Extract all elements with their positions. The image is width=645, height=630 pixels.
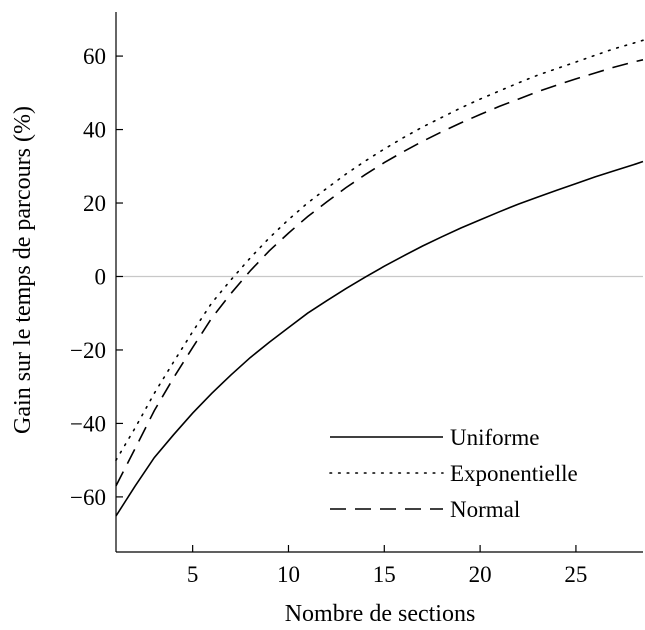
y-tick-label: 0 [95, 264, 107, 289]
x-tick-label: 25 [564, 562, 587, 587]
y-tick-label: −60 [70, 485, 106, 510]
x-tick-label: 15 [373, 562, 396, 587]
y-axis-title: Gain sur le temps de parcours (%) [10, 106, 36, 434]
x-axis-title: Nombre de sections [285, 601, 476, 627]
x-tick-label: 20 [469, 562, 492, 587]
legend-label-normal: Normal [450, 497, 520, 522]
axes: 5 10 15 20 25 −60 −40 −20 0 20 40 60 [70, 12, 643, 587]
series-line-normal [115, 59, 644, 487]
series-line-exponentielle [115, 39, 644, 462]
y-tick-label: 20 [83, 191, 106, 216]
legend: Uniforme Exponentielle Normal [329, 425, 578, 522]
y-tick-label: 40 [83, 118, 106, 143]
x-tick-label: 5 [187, 562, 199, 587]
y-tick-label: −20 [70, 338, 106, 363]
x-tick-label: 10 [277, 562, 300, 587]
legend-label-exponentielle: Exponentielle [450, 461, 578, 486]
legend-label-uniforme: Uniforme [450, 425, 539, 450]
plot-area [115, 39, 644, 517]
y-tick-label: 60 [83, 44, 106, 69]
series-line-uniforme [115, 160, 644, 517]
y-tick-label: −40 [70, 411, 106, 436]
